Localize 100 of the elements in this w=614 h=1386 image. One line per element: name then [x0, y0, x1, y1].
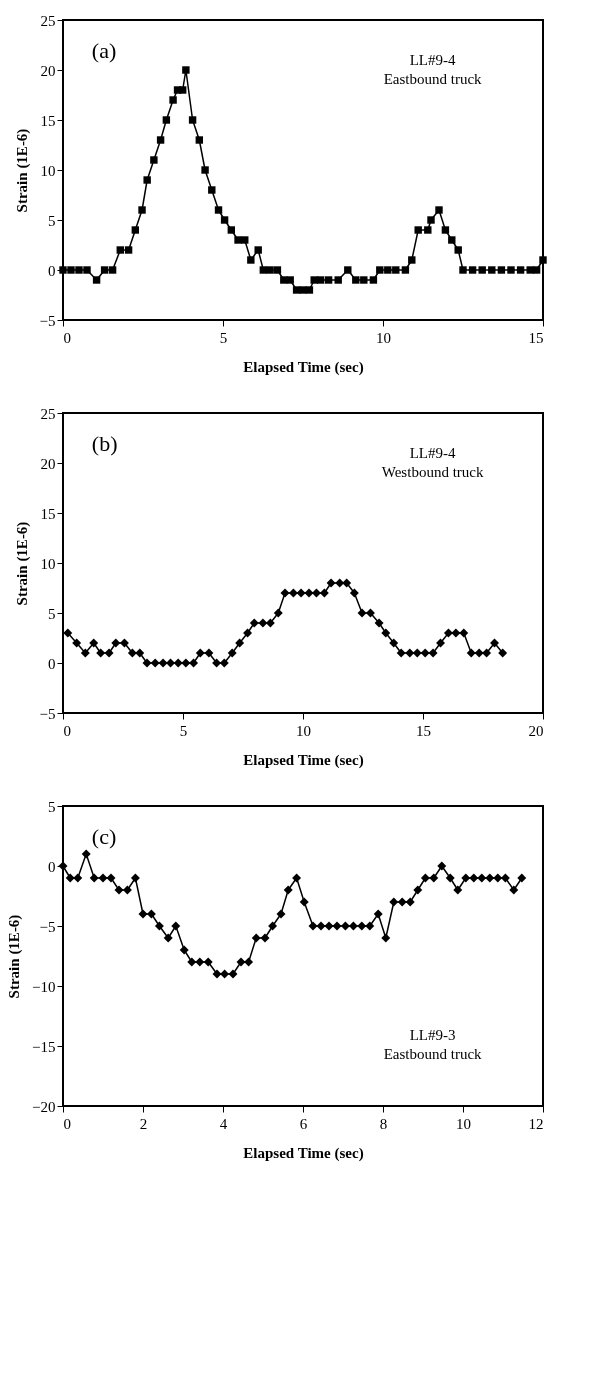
- x-tick-label: 0: [63, 1115, 71, 1132]
- point: [466, 648, 476, 658]
- point: [195, 957, 205, 967]
- point: [342, 578, 352, 588]
- point: [187, 957, 197, 967]
- point: [405, 648, 415, 658]
- y-tick-label: 15: [40, 112, 56, 129]
- point: [443, 628, 453, 638]
- point: [420, 648, 430, 658]
- point: [373, 909, 383, 919]
- x-axis-title: Elapsed Time (sec): [243, 751, 364, 769]
- point: [288, 588, 298, 598]
- point: [461, 873, 471, 883]
- point: [365, 608, 375, 618]
- point: [258, 618, 268, 628]
- point: [244, 957, 254, 967]
- y-tick-label: 5: [48, 605, 56, 622]
- point: [348, 921, 358, 931]
- y-tick-label: 0: [48, 262, 56, 279]
- annotation: LL#9-3 Eastbound truck: [383, 1027, 483, 1062]
- y-tick-label: 15: [40, 505, 56, 522]
- x-tick-label: 2: [139, 1115, 148, 1132]
- x-tick-label: 4: [219, 1115, 228, 1132]
- point: [396, 648, 406, 658]
- y-axis-title: Strain (1E-6): [6, 914, 24, 999]
- point: [89, 638, 99, 648]
- point: [171, 921, 181, 931]
- point: [73, 873, 83, 883]
- point: [130, 873, 140, 883]
- point: [154, 921, 164, 931]
- point: [296, 588, 306, 598]
- point: [324, 921, 334, 931]
- y-tick-label: 10: [40, 162, 56, 179]
- point: [80, 648, 90, 658]
- point: [420, 873, 430, 883]
- point: [212, 969, 222, 979]
- point: [357, 608, 367, 618]
- point: [509, 885, 519, 895]
- point: [500, 873, 510, 883]
- point: [195, 648, 205, 658]
- x-tick-label: 0: [63, 722, 71, 739]
- y-axis-title: Strain (1E-6): [13, 128, 31, 213]
- point: [227, 648, 237, 658]
- point: [469, 873, 479, 883]
- point: [437, 861, 447, 871]
- point: [304, 588, 314, 598]
- point: [142, 658, 152, 668]
- y-tick-label: 10: [40, 555, 56, 572]
- annotation: LL#9-4 Westbound truck: [381, 445, 484, 480]
- point: [276, 909, 286, 919]
- x-tick-label: 20: [528, 722, 544, 739]
- point: [181, 658, 191, 668]
- point: [127, 648, 137, 658]
- point: [236, 957, 246, 967]
- point: [316, 921, 326, 931]
- point: [326, 578, 336, 588]
- point: [243, 628, 253, 638]
- point: [106, 873, 116, 883]
- y-tick-label: 0: [48, 655, 56, 672]
- point: [119, 638, 129, 648]
- point: [158, 658, 168, 668]
- point: [332, 921, 342, 931]
- y-tick-label: 0: [48, 858, 56, 875]
- y-tick-label: −5: [39, 312, 56, 329]
- point: [493, 873, 503, 883]
- annotation: (a): [91, 38, 117, 63]
- point: [299, 897, 309, 907]
- point: [389, 638, 399, 648]
- x-tick-label: 5: [219, 329, 228, 346]
- point: [204, 648, 214, 658]
- annotation: (b): [91, 431, 118, 456]
- point: [280, 588, 290, 598]
- point: [98, 873, 108, 883]
- point: [485, 873, 495, 883]
- point: [474, 648, 484, 658]
- x-tick-label: 10: [376, 329, 391, 346]
- x-tick-label: 10: [296, 722, 311, 739]
- y-tick-label: 25: [40, 405, 56, 422]
- point: [150, 658, 160, 668]
- y-tick-label: −10: [32, 978, 56, 995]
- point: [412, 648, 422, 658]
- point: [365, 921, 375, 931]
- point: [374, 618, 384, 628]
- y-tick-label: 25: [40, 12, 56, 29]
- y-tick-label: 5: [48, 798, 56, 815]
- point: [72, 638, 82, 648]
- point: [381, 628, 391, 638]
- point: [249, 618, 259, 628]
- y-axis-title: Strain (1E-6): [13, 521, 31, 606]
- point: [517, 873, 527, 883]
- y-tick-label: −5: [39, 918, 56, 935]
- point: [397, 897, 407, 907]
- point: [389, 897, 399, 907]
- point: [477, 873, 487, 883]
- x-tick-label: 5: [179, 722, 188, 739]
- point: [104, 648, 114, 658]
- point: [138, 909, 148, 919]
- point: [114, 885, 124, 895]
- point: [413, 885, 423, 895]
- x-tick-label: 0: [63, 329, 71, 346]
